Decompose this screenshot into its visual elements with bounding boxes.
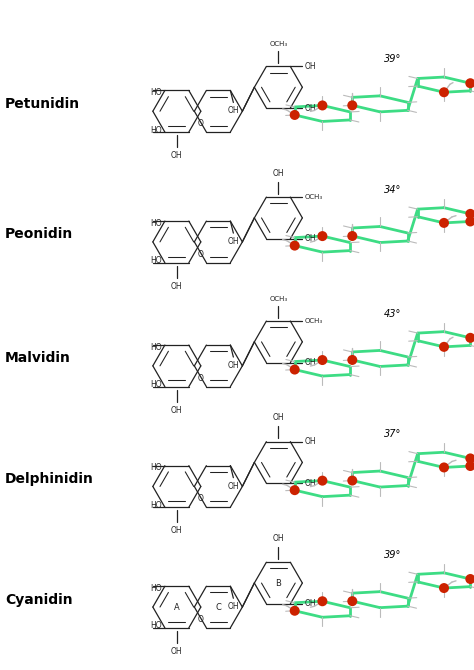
Text: 43°: 43° bbox=[384, 309, 401, 319]
Text: OH: OH bbox=[304, 104, 316, 113]
Text: OH: OH bbox=[304, 437, 316, 446]
Text: HO: HO bbox=[150, 621, 162, 630]
Text: OH: OH bbox=[171, 406, 182, 415]
Text: HO: HO bbox=[150, 463, 162, 472]
Text: OCH₃: OCH₃ bbox=[304, 318, 322, 324]
Text: OH: OH bbox=[273, 413, 284, 423]
Circle shape bbox=[290, 606, 300, 616]
Circle shape bbox=[465, 461, 474, 471]
Text: O: O bbox=[198, 494, 203, 503]
Circle shape bbox=[465, 333, 474, 343]
Text: HO: HO bbox=[150, 342, 162, 352]
Text: B: B bbox=[275, 579, 281, 588]
Text: O: O bbox=[198, 615, 203, 624]
Text: OCH₃: OCH₃ bbox=[269, 296, 287, 302]
Text: HO: HO bbox=[150, 500, 162, 510]
Text: OH: OH bbox=[304, 234, 316, 243]
Circle shape bbox=[347, 355, 357, 365]
Circle shape bbox=[465, 216, 474, 226]
Text: OH: OH bbox=[228, 482, 239, 490]
Text: 37°: 37° bbox=[384, 429, 401, 440]
Text: OCH₃: OCH₃ bbox=[269, 42, 287, 48]
Text: HO: HO bbox=[150, 88, 162, 97]
Circle shape bbox=[439, 87, 449, 97]
Circle shape bbox=[290, 110, 300, 120]
Text: OH: OH bbox=[228, 361, 239, 370]
Circle shape bbox=[439, 583, 449, 593]
Circle shape bbox=[439, 342, 449, 352]
Text: OH: OH bbox=[171, 647, 182, 656]
Text: HO: HO bbox=[150, 380, 162, 389]
Text: HO: HO bbox=[150, 256, 162, 265]
Circle shape bbox=[290, 364, 300, 375]
Text: OH: OH bbox=[304, 479, 316, 488]
Circle shape bbox=[318, 355, 328, 365]
Text: Cyanidin: Cyanidin bbox=[5, 593, 73, 606]
Circle shape bbox=[318, 231, 328, 241]
Text: OH: OH bbox=[304, 600, 316, 608]
Circle shape bbox=[290, 485, 300, 495]
Circle shape bbox=[465, 454, 474, 464]
Circle shape bbox=[318, 100, 328, 111]
Circle shape bbox=[347, 476, 357, 486]
Text: O: O bbox=[198, 119, 203, 128]
Text: OCH₃: OCH₃ bbox=[304, 194, 322, 200]
Text: OH: OH bbox=[171, 151, 182, 160]
Text: OH: OH bbox=[171, 282, 182, 291]
Text: 34°: 34° bbox=[384, 185, 401, 195]
Text: OH: OH bbox=[304, 62, 316, 71]
Text: A: A bbox=[174, 602, 180, 612]
Text: Peonidin: Peonidin bbox=[5, 228, 73, 241]
Circle shape bbox=[439, 218, 449, 228]
Text: HO: HO bbox=[150, 584, 162, 593]
Circle shape bbox=[347, 231, 357, 241]
Text: Delphinidin: Delphinidin bbox=[5, 472, 94, 486]
Circle shape bbox=[465, 78, 474, 88]
Text: O: O bbox=[198, 250, 203, 259]
Text: OH: OH bbox=[228, 602, 239, 611]
Text: OH: OH bbox=[228, 107, 239, 115]
Text: HO: HO bbox=[150, 125, 162, 135]
Text: OH: OH bbox=[228, 237, 239, 246]
Circle shape bbox=[347, 596, 357, 606]
Text: OH: OH bbox=[273, 169, 284, 178]
Circle shape bbox=[318, 596, 328, 606]
Text: 39°: 39° bbox=[384, 54, 401, 64]
Text: O: O bbox=[198, 374, 203, 383]
Text: OH: OH bbox=[304, 358, 316, 367]
Circle shape bbox=[318, 476, 328, 486]
Text: C: C bbox=[215, 602, 221, 612]
Circle shape bbox=[347, 100, 357, 111]
Circle shape bbox=[290, 241, 300, 251]
Circle shape bbox=[465, 574, 474, 584]
Text: HO: HO bbox=[150, 218, 162, 228]
Circle shape bbox=[465, 209, 474, 219]
Text: 39°: 39° bbox=[384, 550, 401, 560]
Text: OH: OH bbox=[273, 534, 284, 543]
Text: Malvidin: Malvidin bbox=[5, 352, 71, 365]
Circle shape bbox=[439, 462, 449, 472]
Text: OH: OH bbox=[171, 527, 182, 535]
Text: Petunidin: Petunidin bbox=[5, 97, 80, 111]
